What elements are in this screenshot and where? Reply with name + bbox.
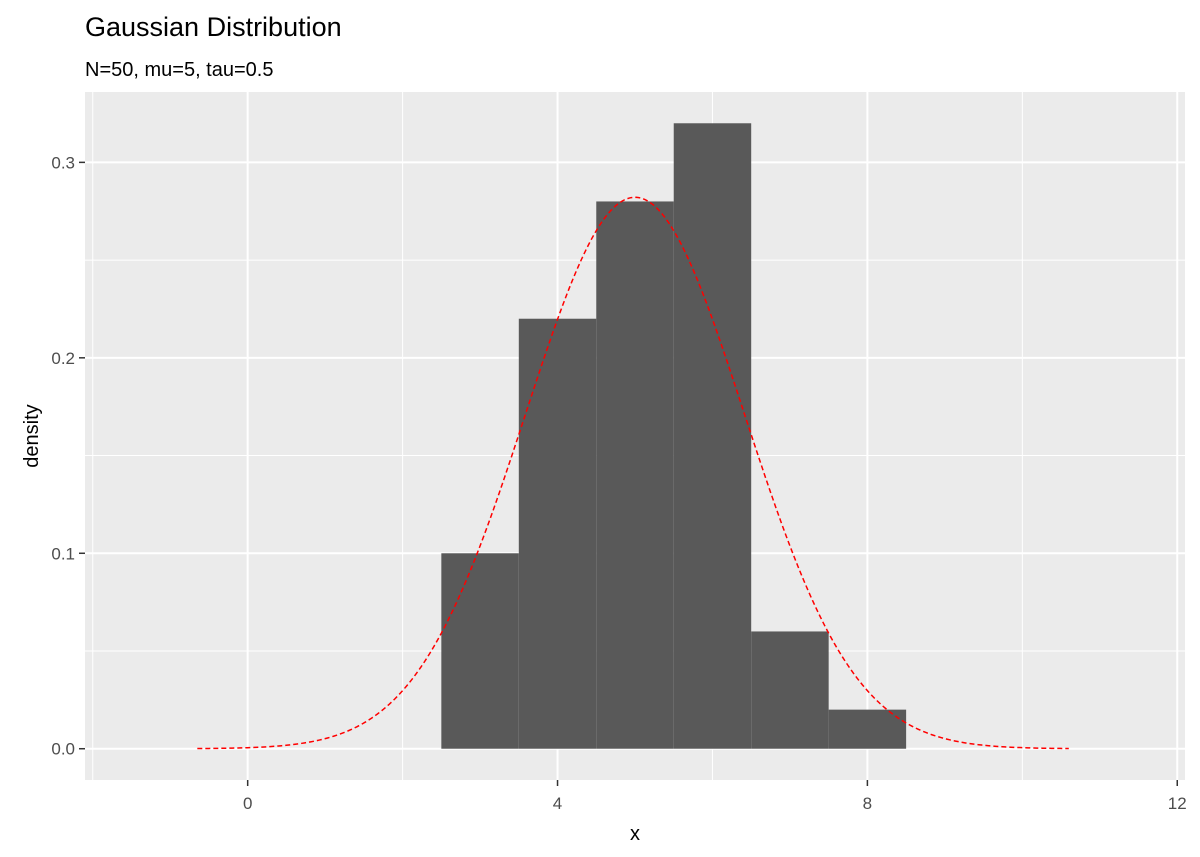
- x-tick-label: 12: [1168, 794, 1187, 813]
- y-tick-label: 0.2: [51, 349, 75, 368]
- histogram-bar: [441, 553, 519, 749]
- histogram-bar: [518, 318, 597, 749]
- histogram-bar: [828, 709, 907, 749]
- density-curve: [197, 196, 1069, 750]
- y-axis-ticks: 0.0 0.1 0.2 0.3: [51, 153, 85, 759]
- y-tick-label: 0.1: [51, 544, 75, 563]
- y-tick-label: 0.3: [51, 153, 75, 172]
- y-tick-label: 0.0: [51, 740, 75, 759]
- chart-title: Gaussian Distribution: [85, 12, 342, 42]
- x-tick-label: 8: [863, 794, 872, 813]
- x-tick-label: 0: [243, 794, 252, 813]
- x-axis-title: x: [630, 823, 640, 845]
- chart-subtitle: N=50, mu=5, tau=0.5: [85, 59, 273, 81]
- y-axis-title: density: [21, 404, 43, 467]
- histogram-bar: [673, 123, 752, 749]
- histogram-bar: [751, 631, 829, 749]
- x-tick-label: 4: [553, 794, 562, 813]
- x-axis-ticks: 0 4 8 12: [243, 780, 1187, 813]
- histogram-bar: [596, 201, 674, 749]
- histogram-bars: [441, 123, 907, 749]
